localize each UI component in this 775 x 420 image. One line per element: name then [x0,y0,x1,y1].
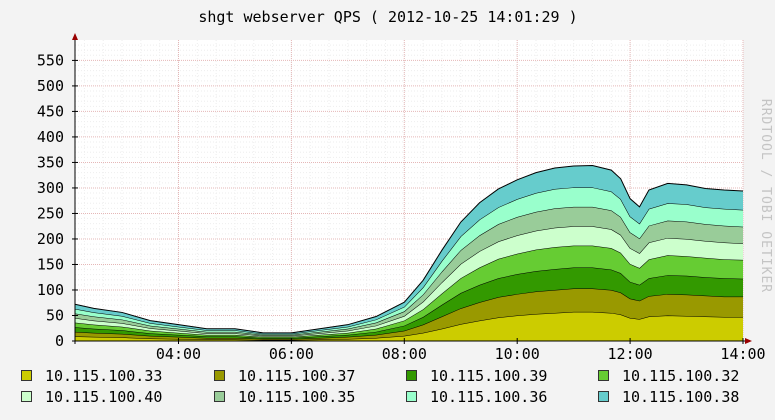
area-series-8 [75,165,743,334]
area-series-1 [75,311,743,341]
x-tick-label: 04:00 [156,345,201,363]
area-series-7 [75,187,743,335]
y-tick-label: 400 [37,128,64,146]
y-tick-label: 50 [46,306,64,324]
legend-swatch [21,370,32,381]
y-tick-label: 300 [37,179,64,197]
area-series-4 [75,245,743,338]
legend-label: 10.115.100.37 [238,367,356,385]
watermark: RRDTOOL / TOBI OETIKER [758,99,773,293]
y-tick-label: 150 [37,255,64,273]
x-tick-label: 14:00 [720,345,765,363]
y-axis: 0 50 100 150 200 250 300 350 400 450 500 550 [37,51,78,350]
grid [75,40,744,341]
y-tick-label: 450 [37,102,64,120]
legend-label: 10.115.100.39 [430,367,548,385]
x-axis: 04:00 06:00 08:00 10:00 12:00 14:00 [156,338,766,363]
y-tick-label: 550 [37,51,64,69]
legend-swatch [598,391,609,402]
legend-label: 10.115.100.35 [238,388,356,406]
legend-label: 10.115.100.40 [45,388,163,406]
legend-label: 10.115.100.36 [430,388,548,406]
x-tick-label: 12:00 [608,345,653,363]
legend-swatch [214,391,225,402]
y-tick-label: 250 [37,204,64,222]
x-tick-label: 08:00 [382,345,427,363]
legend-swatch [406,370,417,381]
legend-swatch [21,391,32,402]
x-axis-arrow [745,338,752,344]
y-tick-label: 100 [37,281,64,299]
legend-label: 10.115.100.38 [622,388,740,406]
chart-canvas: shgt webserver QPS ( 2012-10-25 14:01:29… [37,8,773,363]
x-tick-label: 10:00 [495,345,540,363]
area-series-2 [75,288,743,340]
area-series-6 [75,206,743,336]
x-tick-label: 06:00 [269,345,314,363]
y-tick-label: 500 [37,77,64,95]
chart-title: shgt webserver QPS ( 2012-10-25 14:01:29… [198,8,577,26]
legend-swatch [214,370,225,381]
legend-label: 10.115.100.32 [622,367,740,385]
legend-swatch [598,370,609,381]
legend-label: 10.115.100.33 [45,367,163,385]
y-tick-label: 200 [37,230,64,248]
legend-swatch [406,391,417,402]
y-tick-label: 0 [55,332,64,350]
stacked-areas [74,165,744,341]
y-axis-arrow [72,33,78,40]
area-series-3 [75,267,743,339]
area-edge-series-8 [74,165,744,334]
y-tick-label: 350 [37,153,64,171]
area-series-5 [75,226,743,337]
